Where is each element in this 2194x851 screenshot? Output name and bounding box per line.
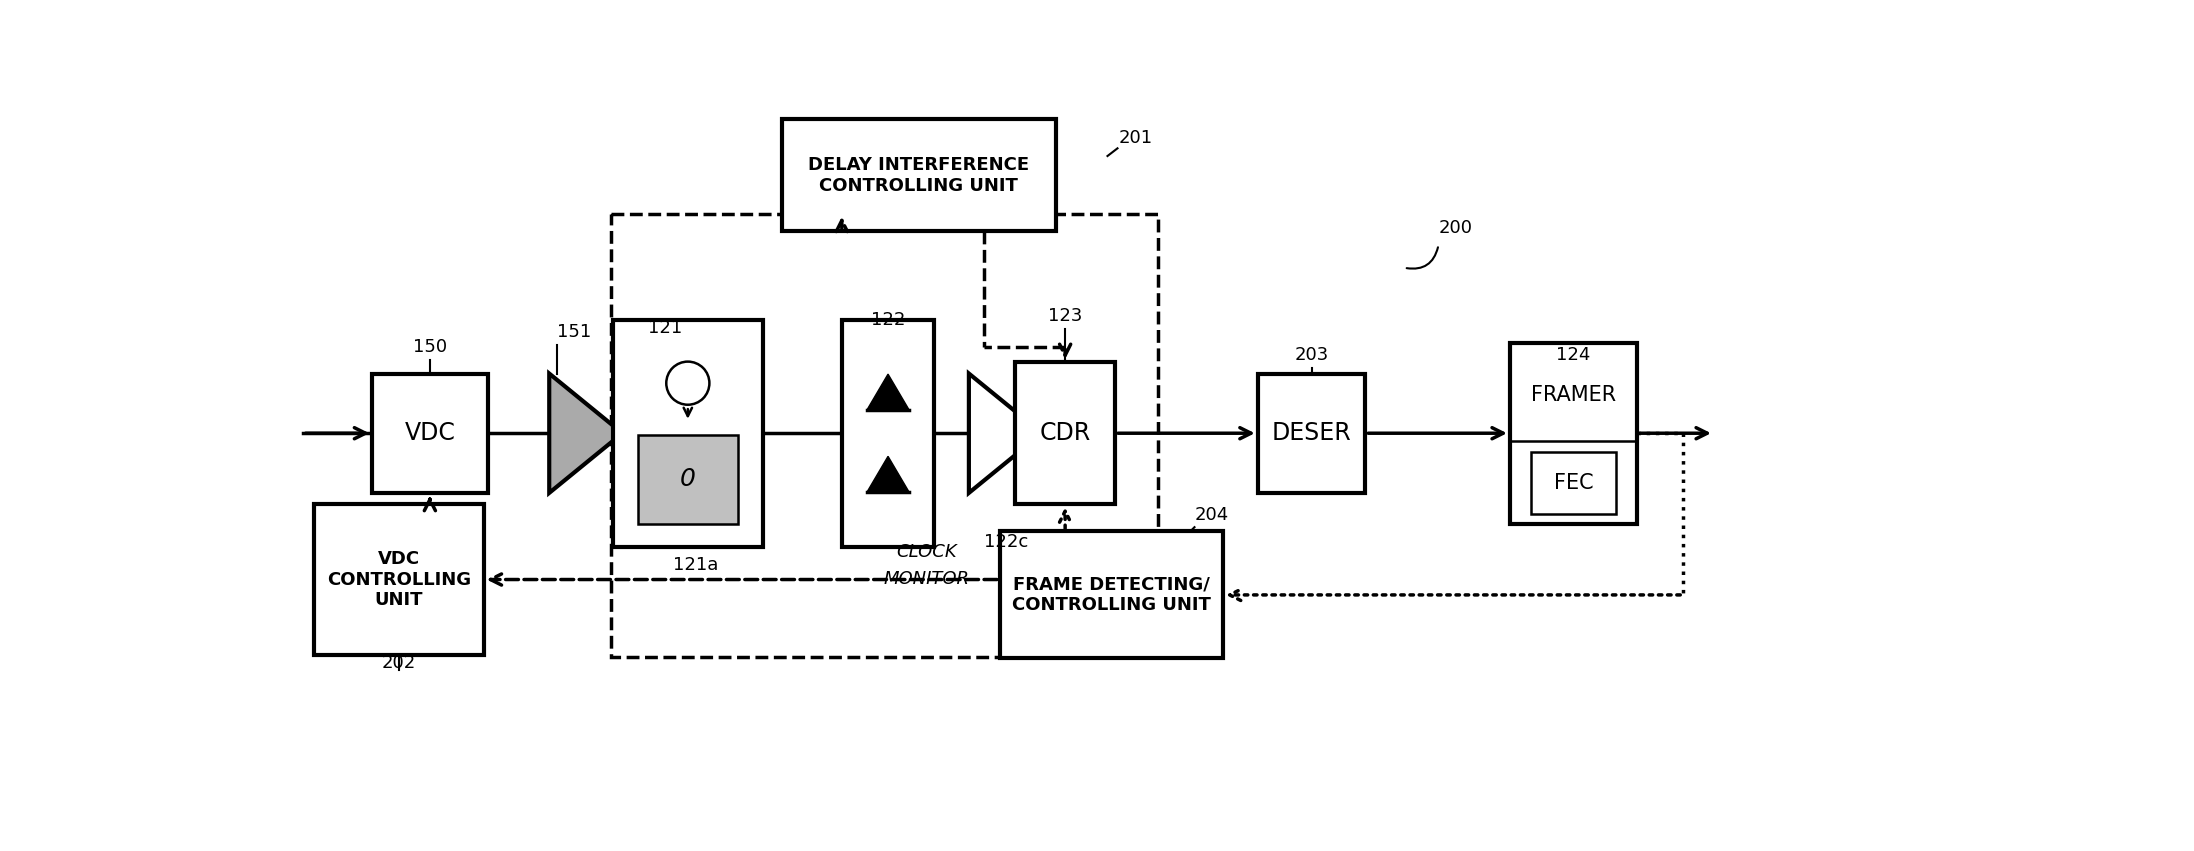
Bar	[842, 320, 935, 547]
Bar	[610, 214, 1158, 656]
Text: 121: 121	[647, 319, 682, 337]
Bar	[373, 374, 487, 493]
Text: 151: 151	[557, 323, 590, 340]
Text: 204: 204	[1194, 506, 1229, 524]
Text: FEC: FEC	[1553, 473, 1593, 494]
Bar	[612, 320, 764, 547]
Text: 122: 122	[871, 311, 906, 329]
Bar	[1531, 453, 1615, 514]
Text: 202: 202	[382, 654, 417, 672]
Text: VDC
CONTROLLING
UNIT: VDC CONTROLLING UNIT	[327, 550, 472, 609]
Text: 203: 203	[1294, 346, 1330, 364]
Text: 200: 200	[1439, 219, 1472, 237]
Text: 0: 0	[680, 467, 695, 491]
Text: MONITOR: MONITOR	[884, 570, 970, 588]
Polygon shape	[970, 374, 1042, 493]
Text: VDC: VDC	[404, 421, 456, 445]
Text: CDR: CDR	[1040, 421, 1090, 445]
Text: FRAMER: FRAMER	[1531, 385, 1617, 405]
Text: 122c: 122c	[983, 534, 1029, 551]
Bar	[1000, 531, 1222, 659]
Text: 150: 150	[412, 338, 448, 357]
Text: DESER: DESER	[1273, 421, 1352, 445]
Polygon shape	[548, 374, 623, 493]
Polygon shape	[867, 456, 908, 493]
Text: 121a: 121a	[674, 557, 717, 574]
Bar	[1016, 362, 1115, 505]
Circle shape	[667, 362, 709, 405]
Bar	[638, 435, 737, 523]
Bar	[1257, 374, 1365, 493]
Text: CLOCK: CLOCK	[895, 543, 957, 561]
Text: DELAY INTERFERENCE
CONTROLLING UNIT: DELAY INTERFERENCE CONTROLLING UNIT	[807, 156, 1029, 195]
Polygon shape	[867, 374, 908, 410]
Text: 123: 123	[1049, 307, 1082, 325]
Bar	[781, 119, 1055, 231]
Bar	[314, 505, 485, 654]
Bar	[1509, 343, 1637, 523]
Text: 201: 201	[1119, 129, 1154, 146]
Text: 124: 124	[1556, 346, 1591, 364]
Text: FRAME DETECTING/
CONTROLLING UNIT: FRAME DETECTING/ CONTROLLING UNIT	[1011, 575, 1211, 614]
